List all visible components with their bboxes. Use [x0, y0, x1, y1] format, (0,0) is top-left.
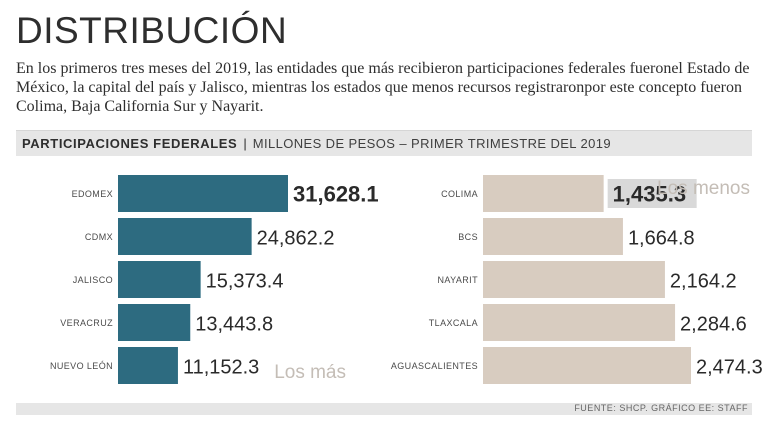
menos-bar: [483, 347, 691, 384]
menos-group-label: Los menos: [657, 178, 750, 199]
menos-value-label: 2,164.2: [670, 271, 737, 293]
mas-category-label: NUEVO LEÓN: [50, 361, 113, 371]
mas-group-label: Los más: [274, 362, 346, 383]
page-title: DISTRIBUCIÓN: [16, 10, 288, 51]
menos-value-label: 1,664.8: [628, 228, 695, 250]
mas-value-label: 13,443.8: [195, 314, 273, 336]
mas-bar: [118, 347, 178, 384]
mas-category-label: JALISCO: [73, 275, 113, 285]
intro-paragraph: En los primeros tres meses del 2019, las…: [16, 60, 750, 115]
mas-value-label: 31,628.1: [293, 182, 379, 207]
mas-bar: [118, 304, 191, 341]
mas-category-label: VERACRUZ: [60, 318, 113, 328]
bar-charts: EDOMEX 31,628.1 CDMX 24,862.2 JALISCO 15,373.…: [0, 160, 768, 396]
bar-charts-svg: EDOMEX 31,628.1 CDMX 24,862.2 JALISCO 15,373.…: [50, 175, 763, 384]
menos-value-highlight: [607, 179, 697, 208]
mas-value-label: 24,862.2: [257, 228, 335, 250]
chart-header-band: PARTICIPACIONES FEDERALES | MILLONES DE …: [16, 130, 752, 156]
mas-bar: [118, 218, 252, 255]
source-note: FUENTE: SHCP. GRÁFICO EE: STAFF: [574, 403, 748, 413]
chart-header-units: MILLONES DE PESOS – PRIMER TRIMESTRE DEL…: [252, 136, 611, 151]
chart-header-label: PARTICIPACIONES FEDERALES: [22, 136, 238, 151]
mas-bar: [118, 261, 201, 298]
menos-category-label: BCS: [458, 232, 478, 242]
menos-category-label: NAYARIT: [438, 275, 479, 285]
mas-category-label: CDMX: [85, 232, 113, 242]
menos-category-label: TLAXCALA: [429, 318, 478, 328]
menos-bar: [483, 175, 604, 212]
mas-bar: [118, 175, 288, 212]
menos-category-label: AGUASCALIENTES: [391, 361, 478, 371]
menos-bar: [483, 218, 623, 255]
footer-band: FUENTE: SHCP. GRÁFICO EE: STAFF: [16, 403, 752, 415]
mas-value-label: 15,373.4: [206, 271, 284, 293]
menos-bar: [483, 304, 676, 341]
mas-value-label: 11,152.3: [183, 357, 259, 379]
menos-value-label: 1,435.3: [613, 182, 686, 207]
mas-category-label: EDOMEX: [72, 189, 113, 199]
menos-value-label: 2,284.6: [680, 314, 747, 336]
menos-bar: [483, 261, 665, 298]
menos-value-label: 2,474.3: [696, 357, 763, 379]
chart-header-separator: |: [243, 136, 247, 151]
menos-category-label: COLIMA: [441, 189, 478, 199]
